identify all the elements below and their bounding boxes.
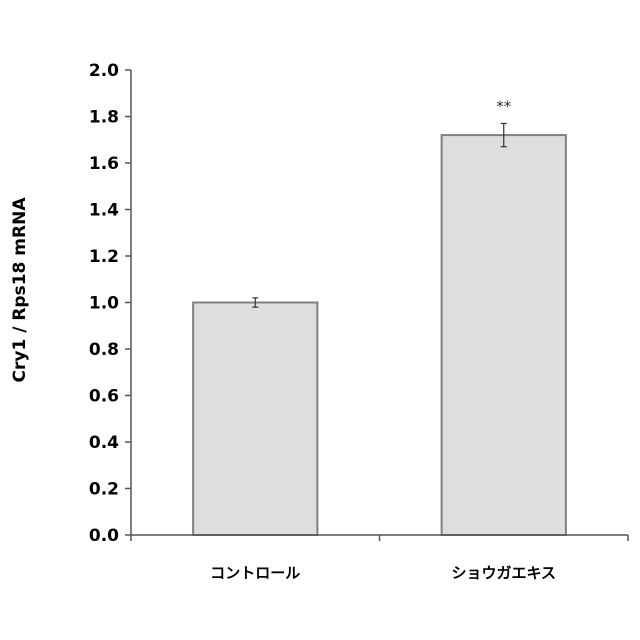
y-tick-label: 1.8 bbox=[89, 108, 119, 128]
y-tick-label: 1.0 bbox=[89, 294, 119, 314]
y-tick-label: 0.4 bbox=[89, 433, 119, 453]
bar bbox=[193, 303, 317, 536]
y-tick-label: 0.8 bbox=[89, 340, 119, 360]
bars bbox=[193, 135, 566, 535]
annotations: ** bbox=[496, 97, 512, 115]
x-category-label: コントロール bbox=[210, 564, 300, 582]
bar bbox=[442, 135, 566, 535]
y-tick-label: 0.0 bbox=[89, 526, 119, 546]
x-category-label: ショウガエキス bbox=[451, 564, 556, 582]
significance-marker: ** bbox=[496, 97, 512, 115]
x-axis: コントロール ショウガエキス bbox=[131, 535, 628, 582]
y-tick-label: 1.2 bbox=[89, 247, 119, 267]
y-tick-label: 0.2 bbox=[89, 480, 119, 500]
y-tick-label: 1.6 bbox=[89, 154, 119, 174]
y-axis: 0.0 0.2 0.4 0.6 0.8 1.0 1.2 1.4 1.6 1.8 2.0 bbox=[89, 61, 131, 546]
y-tick-label: 1.4 bbox=[89, 201, 119, 221]
y-tick-label: 0.6 bbox=[89, 387, 119, 407]
y-axis-title: Cry1 / Rps18 mRNA bbox=[10, 197, 30, 383]
y-tick-label: 2.0 bbox=[89, 61, 119, 81]
